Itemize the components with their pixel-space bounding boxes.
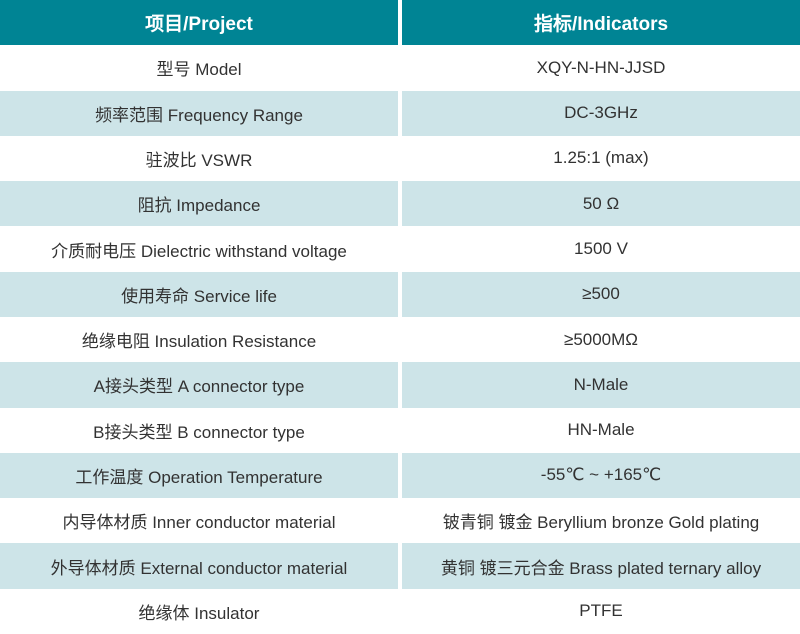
project-cell: 绝缘体 Insulator — [0, 588, 398, 634]
project-cell: 绝缘电阻 Insulation Resistance — [0, 316, 398, 363]
project-cell: 外导体材质 External conductor material — [0, 543, 398, 589]
table-row-a-connector-type: A接头类型 A connector type N-Male — [0, 362, 800, 408]
table-row-insulator: 绝缘体 Insulator PTFE — [0, 588, 800, 634]
indicator-cell: N-Male — [402, 362, 800, 408]
table-header-row: 项目/Project 指标/Indicators — [0, 0, 800, 46]
indicator-cell: 铍青铜 镀金 Beryllium bronze Gold plating — [402, 498, 800, 544]
indicator-cell: ≥5000MΩ — [402, 316, 800, 363]
table-row-external-conductor-material: 外导体材质 External conductor material 黄铜 镀三元… — [0, 543, 800, 589]
project-cell: B接头类型 B connector type — [0, 407, 398, 453]
table-row-frequency-range: 频率范围 Frequency Range DC-3GHz — [0, 90, 800, 136]
indicator-cell: 50 Ω — [402, 181, 800, 227]
project-cell: 型号 Model — [0, 45, 398, 91]
table-row-operation-temperature: 工作温度 Operation Temperature -55℃ ~ +165℃ — [0, 452, 800, 499]
indicator-cell: 1500 V — [402, 226, 800, 272]
project-cell: 驻波比 VSWR — [0, 135, 398, 182]
indicator-cell: PTFE — [402, 588, 800, 634]
project-cell: 内导体材质 Inner conductor material — [0, 498, 398, 544]
project-cell: 工作温度 Operation Temperature — [0, 452, 398, 499]
project-cell: 频率范围 Frequency Range — [0, 90, 398, 136]
table-row-service-life: 使用寿命 Service life ≥500 — [0, 271, 800, 317]
project-cell: 阻抗 Impedance — [0, 181, 398, 227]
table-row-impedance: 阻抗 Impedance 50 Ω — [0, 181, 800, 227]
table-row-b-connector-type: B接头类型 B connector type HN-Male — [0, 407, 800, 453]
header-project: 项目/Project — [0, 0, 398, 46]
indicator-cell: 1.25:1 (max) — [402, 135, 800, 182]
indicator-cell: HN-Male — [402, 407, 800, 453]
table-row-vswr: 驻波比 VSWR 1.25:1 (max) — [0, 135, 800, 182]
project-cell: 介质耐电压 Dielectric withstand voltage — [0, 226, 398, 272]
table-row-dielectric-withstand-voltage: 介质耐电压 Dielectric withstand voltage 1500 … — [0, 226, 800, 272]
table-row-inner-conductor-material: 内导体材质 Inner conductor material 铍青铜 镀金 Be… — [0, 498, 800, 544]
project-cell: A接头类型 A connector type — [0, 362, 398, 408]
indicator-cell: XQY-N-HN-JJSD — [402, 45, 800, 91]
table-row-insulation-resistance: 绝缘电阻 Insulation Resistance ≥5000MΩ — [0, 316, 800, 363]
indicator-cell: 黄铜 镀三元合金 Brass plated ternary alloy — [402, 543, 800, 589]
header-indicators: 指标/Indicators — [402, 0, 800, 46]
table-body: 型号 Model XQY-N-HN-JJSD 频率范围 Frequency Ra… — [0, 45, 800, 634]
project-cell: 使用寿命 Service life — [0, 271, 398, 317]
table-row-model: 型号 Model XQY-N-HN-JJSD — [0, 45, 800, 91]
indicator-cell: ≥500 — [402, 271, 800, 317]
indicator-cell: -55℃ ~ +165℃ — [402, 452, 800, 499]
indicator-cell: DC-3GHz — [402, 90, 800, 136]
